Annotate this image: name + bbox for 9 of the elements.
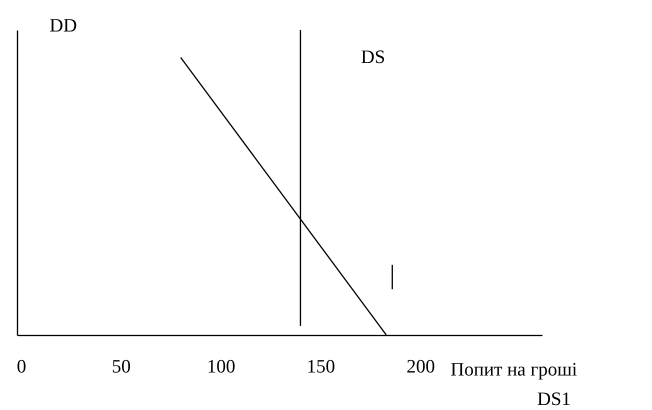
x-tick-label: 50 [112,356,131,378]
text: DS1 [537,389,571,410]
x-tick-label: 200 [406,356,435,378]
x-tick-label: 0 [16,356,26,378]
x-tick-label: 150 [306,356,336,378]
x-tick-label: 100 [206,356,236,378]
annotation: DS [360,47,386,68]
x-axis-title: Попит на гроші [450,360,578,380]
y-axis-title: DD [50,16,77,36]
